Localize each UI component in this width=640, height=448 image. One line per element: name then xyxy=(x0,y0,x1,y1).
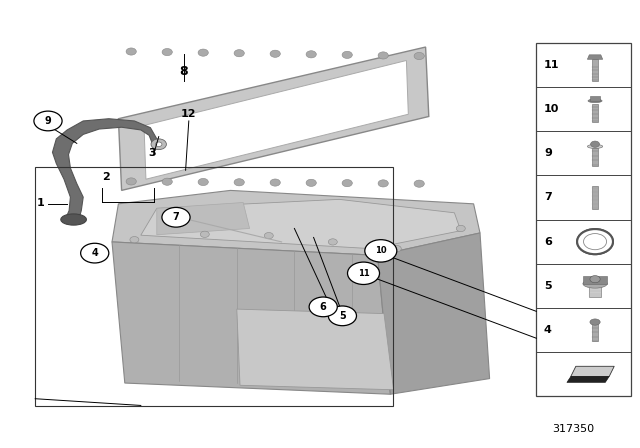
Bar xyxy=(593,148,598,166)
Bar xyxy=(536,43,631,396)
Polygon shape xyxy=(112,190,480,255)
Ellipse shape xyxy=(590,319,600,325)
Circle shape xyxy=(156,142,162,146)
Text: 4: 4 xyxy=(92,248,98,258)
Text: 7: 7 xyxy=(544,192,552,202)
Circle shape xyxy=(584,233,607,250)
Circle shape xyxy=(151,139,166,150)
Circle shape xyxy=(81,243,109,263)
Circle shape xyxy=(234,50,244,57)
Text: 317350: 317350 xyxy=(552,424,594,434)
Circle shape xyxy=(378,180,388,187)
Bar xyxy=(35,167,393,406)
Text: 6: 6 xyxy=(544,237,552,247)
Bar xyxy=(593,103,598,122)
Circle shape xyxy=(162,48,172,56)
Polygon shape xyxy=(52,119,159,215)
Circle shape xyxy=(162,207,190,227)
Text: 10: 10 xyxy=(375,246,387,255)
Circle shape xyxy=(577,229,613,254)
Circle shape xyxy=(584,233,607,250)
Ellipse shape xyxy=(583,279,607,288)
Polygon shape xyxy=(112,242,390,394)
Text: 9: 9 xyxy=(45,116,51,126)
Circle shape xyxy=(126,48,136,55)
Circle shape xyxy=(378,52,388,59)
Circle shape xyxy=(348,262,380,284)
Circle shape xyxy=(342,52,352,59)
Ellipse shape xyxy=(588,99,602,103)
Polygon shape xyxy=(144,60,408,179)
Circle shape xyxy=(328,239,337,245)
Circle shape xyxy=(34,111,62,131)
Circle shape xyxy=(200,231,209,237)
Text: 9: 9 xyxy=(544,148,552,158)
Text: 10: 10 xyxy=(544,104,559,114)
Ellipse shape xyxy=(61,214,86,225)
Text: 2: 2 xyxy=(102,172,109,182)
Bar xyxy=(593,59,598,81)
Circle shape xyxy=(456,225,465,232)
Circle shape xyxy=(328,306,356,326)
Circle shape xyxy=(198,178,209,185)
Text: 1: 1 xyxy=(36,198,44,208)
Bar xyxy=(593,324,598,341)
Circle shape xyxy=(414,52,424,60)
Bar xyxy=(593,186,598,209)
Circle shape xyxy=(577,229,613,254)
Text: 7: 7 xyxy=(173,212,179,222)
Circle shape xyxy=(126,178,136,185)
Bar xyxy=(590,96,600,101)
Polygon shape xyxy=(237,309,394,390)
Polygon shape xyxy=(141,199,461,249)
Ellipse shape xyxy=(588,144,603,148)
Circle shape xyxy=(306,179,316,186)
Circle shape xyxy=(365,240,397,262)
Circle shape xyxy=(590,276,600,283)
Circle shape xyxy=(162,178,172,185)
Circle shape xyxy=(306,51,316,58)
Text: 5: 5 xyxy=(544,281,552,291)
Polygon shape xyxy=(378,233,490,394)
Circle shape xyxy=(264,233,273,239)
Ellipse shape xyxy=(591,141,600,147)
Circle shape xyxy=(392,246,401,252)
Polygon shape xyxy=(157,202,250,235)
Circle shape xyxy=(309,297,337,317)
Polygon shape xyxy=(571,366,614,377)
Circle shape xyxy=(198,49,209,56)
Text: 8: 8 xyxy=(179,65,188,78)
Text: 3: 3 xyxy=(148,148,156,158)
Polygon shape xyxy=(588,55,603,59)
Polygon shape xyxy=(567,377,609,383)
Text: 11: 11 xyxy=(358,269,369,278)
Text: 5: 5 xyxy=(339,311,346,321)
Circle shape xyxy=(234,179,244,186)
Circle shape xyxy=(270,179,280,186)
Text: 12: 12 xyxy=(181,109,196,119)
Bar xyxy=(589,284,602,297)
Text: 11: 11 xyxy=(544,60,559,70)
Circle shape xyxy=(342,180,352,187)
Circle shape xyxy=(130,237,139,243)
Polygon shape xyxy=(118,47,429,190)
Bar xyxy=(583,276,607,284)
Text: 6: 6 xyxy=(320,302,326,312)
Text: 4: 4 xyxy=(544,325,552,335)
Circle shape xyxy=(270,50,280,57)
Circle shape xyxy=(414,180,424,187)
